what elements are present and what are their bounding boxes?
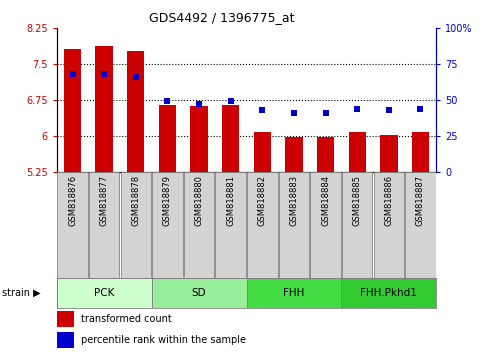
Text: GSM818886: GSM818886 [385, 175, 393, 226]
Bar [253, 132, 271, 172]
Bar [127, 51, 144, 172]
Point [164, 99, 172, 104]
Bar [317, 137, 334, 172]
Bar [279, 172, 309, 278]
Bar [57, 172, 88, 278]
Point [417, 106, 424, 112]
Point [353, 106, 361, 112]
Text: GSM818879: GSM818879 [163, 175, 172, 226]
Bar [341, 278, 436, 308]
Text: GSM818876: GSM818876 [68, 175, 77, 226]
Bar [184, 172, 214, 278]
Bar [89, 172, 119, 278]
Point [227, 99, 235, 104]
Point [290, 110, 298, 116]
Bar [222, 105, 240, 172]
Point [385, 107, 393, 113]
Text: GSM818884: GSM818884 [321, 175, 330, 226]
Bar [311, 172, 341, 278]
Text: transformed count: transformed count [81, 314, 172, 324]
Text: GSM818885: GSM818885 [352, 175, 362, 226]
Bar [190, 106, 208, 172]
Text: GSM818882: GSM818882 [258, 175, 267, 226]
Text: SD: SD [192, 288, 207, 298]
Bar [247, 172, 278, 278]
Point [100, 72, 108, 77]
Bar [285, 137, 303, 172]
Bar [159, 105, 176, 172]
Bar [215, 172, 246, 278]
Text: strain ▶: strain ▶ [2, 288, 41, 298]
Bar [405, 172, 436, 278]
Bar [342, 172, 372, 278]
Point [321, 110, 329, 116]
Bar [380, 135, 397, 172]
Bar [246, 278, 341, 308]
Point [258, 107, 266, 113]
Bar [152, 172, 182, 278]
Bar [57, 311, 74, 327]
Point [69, 72, 76, 77]
Text: percentile rank within the sample: percentile rank within the sample [81, 335, 246, 345]
Point [195, 102, 203, 107]
Bar [412, 132, 429, 172]
Text: GSM818881: GSM818881 [226, 175, 235, 226]
Text: PCK: PCK [94, 288, 114, 298]
Text: FHH.Pkhd1: FHH.Pkhd1 [360, 288, 417, 298]
Bar [57, 278, 152, 308]
Point [132, 74, 140, 80]
Text: GSM818880: GSM818880 [195, 175, 204, 226]
Bar [96, 46, 113, 172]
Text: FHH: FHH [283, 288, 305, 298]
Bar [64, 49, 81, 172]
Text: GSM818878: GSM818878 [131, 175, 141, 226]
Bar [57, 332, 74, 348]
Text: GSM818883: GSM818883 [289, 175, 298, 226]
Bar [349, 132, 366, 172]
Text: GDS4492 / 1396775_at: GDS4492 / 1396775_at [149, 11, 295, 24]
Text: GSM818877: GSM818877 [100, 175, 108, 226]
Bar [152, 278, 246, 308]
Bar [121, 172, 151, 278]
Bar [374, 172, 404, 278]
Text: GSM818887: GSM818887 [416, 175, 425, 226]
